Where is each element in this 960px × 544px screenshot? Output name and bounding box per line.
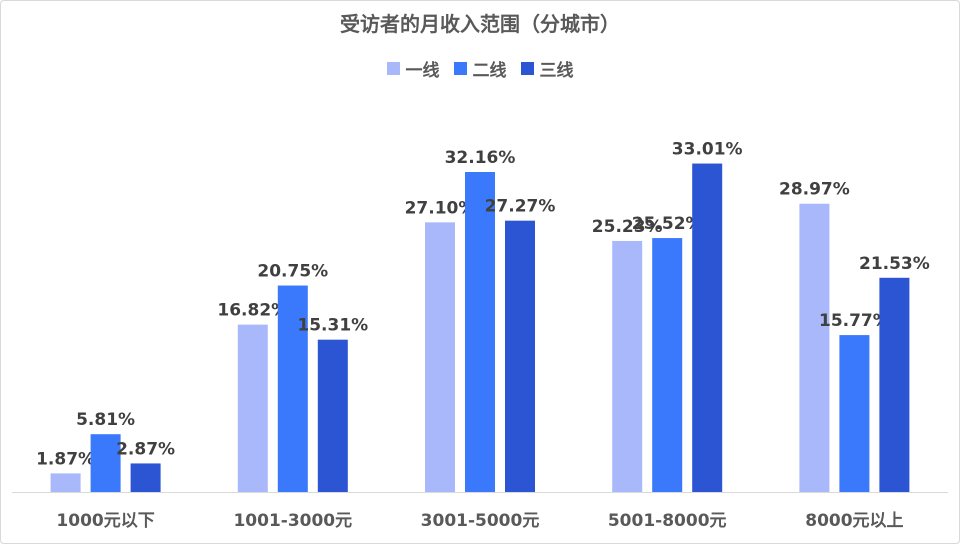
x-tick-label-4: 5001-8000元 — [608, 511, 727, 531]
data-label-s3-c5: 21.53% — [859, 254, 930, 274]
bar-s1-c1 — [50, 473, 81, 492]
data-label-s2-c4: 25.52% — [632, 214, 703, 234]
legend-label-tier2: 二线 — [472, 61, 507, 81]
data-label-s1-c4: 25.23% — [592, 217, 663, 237]
legend-swatch-tier1 — [386, 62, 400, 75]
data-label-s3-c1: 2.87% — [116, 439, 175, 459]
bar-s2-c1 — [90, 434, 121, 492]
legend-item-tier3: 三线 — [520, 56, 574, 81]
legend-swatch-tier2 — [453, 62, 467, 75]
data-label-s3-c4: 33.01% — [672, 140, 743, 160]
data-label-s1-c5: 28.97% — [779, 180, 850, 200]
bar-s1-c2 — [237, 324, 268, 492]
bar-s3-c4 — [692, 163, 723, 492]
bar-s3-c5 — [879, 277, 910, 492]
bar-s2-c2 — [277, 285, 308, 492]
bar-s3-c3 — [505, 220, 535, 492]
legend-label-tier1: 一线 — [405, 61, 440, 81]
data-label-s2-c2: 20.75% — [257, 262, 328, 282]
bar-s1-c3 — [425, 222, 455, 493]
x-tick-label-2: 1001-3000元 — [233, 511, 352, 531]
legend-swatch-tier3 — [520, 62, 534, 75]
data-label-s3-c3: 27.27% — [485, 197, 556, 217]
data-label-s2-c3: 32.16% — [445, 148, 516, 168]
chart-title: 受访者的月收入范围（分城市） — [340, 12, 620, 36]
legend-item-tier2: 二线 — [453, 56, 507, 81]
legend-label-tier3: 三线 — [539, 61, 574, 81]
data-label-s1-c3: 27.10% — [405, 198, 476, 218]
data-label-s2-c1: 5.81% — [76, 410, 135, 430]
chart-legend: 一线 二线 三线 — [0, 56, 960, 81]
x-tick-label-1: 1000元以下 — [56, 511, 154, 531]
bar-s2-c4 — [652, 238, 683, 492]
bar-s1-c4 — [612, 240, 643, 492]
x-tick-label-3: 3001-5000元 — [421, 511, 540, 531]
bar-s1-c5 — [799, 203, 830, 492]
data-label-s1-c2: 16.82% — [217, 301, 288, 321]
bar-s3-c2 — [317, 339, 348, 492]
bar-s3-c1 — [130, 463, 161, 492]
bar-s2-c3 — [465, 172, 495, 492]
data-label-s1-c1: 1.87% — [36, 449, 95, 469]
data-label-s2-c5: 15.77% — [819, 311, 890, 331]
data-label-s3-c2: 15.31% — [297, 316, 368, 336]
legend-item-tier1: 一线 — [386, 56, 440, 81]
x-tick-label-5: 8000元以上 — [805, 511, 903, 531]
bar-s2-c5 — [839, 335, 870, 492]
